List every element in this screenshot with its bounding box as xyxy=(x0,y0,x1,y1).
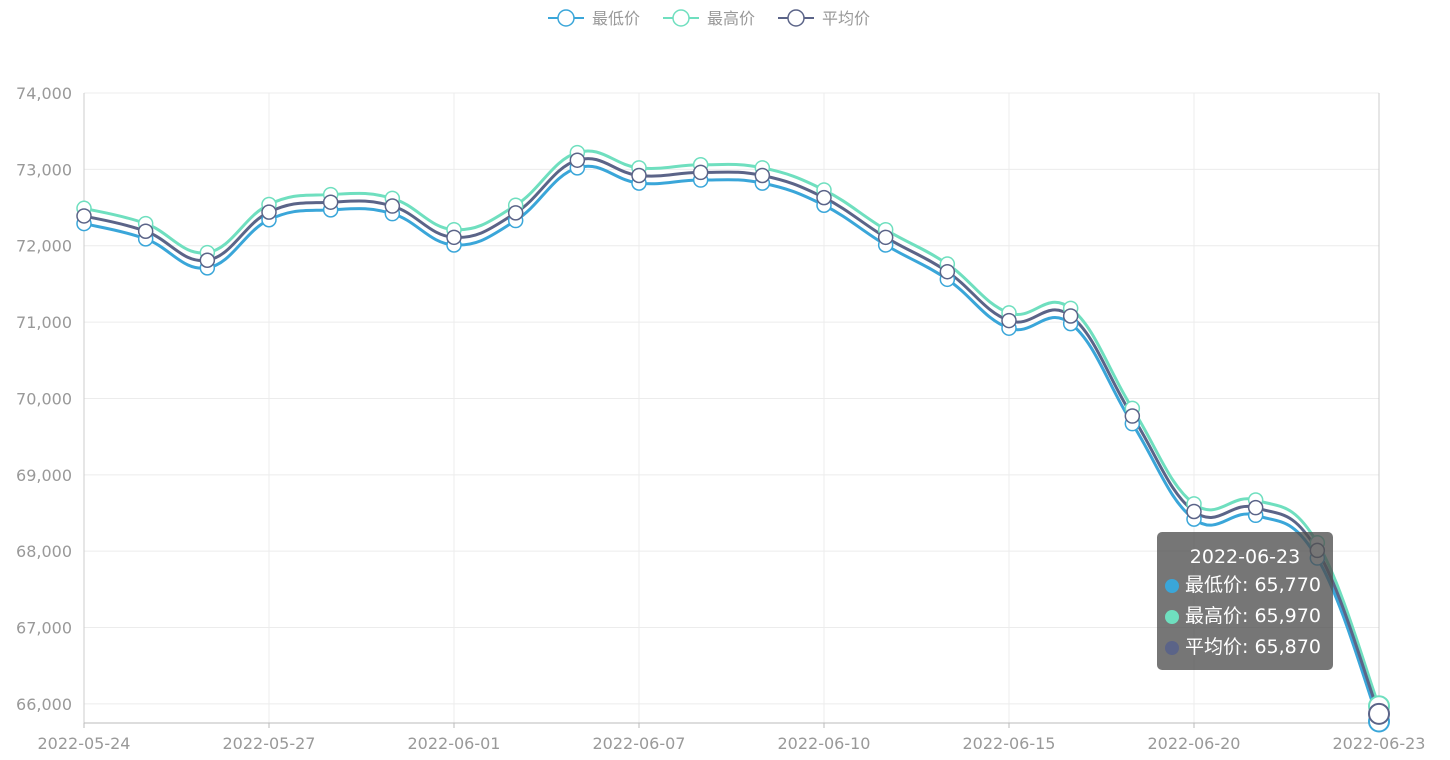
data-point xyxy=(1186,503,1202,520)
x-tick-label: 2022-06-15 xyxy=(963,734,1056,753)
y-tick-label: 71,000 xyxy=(16,313,72,332)
tooltip-dot-avg xyxy=(1165,640,1179,655)
data-point xyxy=(1062,308,1079,324)
tooltip-row-low: 最低价: 65,770 xyxy=(1157,570,1333,601)
x-tick-label: 2022-06-07 xyxy=(593,734,686,753)
x-tick-label: 2022-06-10 xyxy=(778,734,871,753)
x-tick-label: 2022-05-27 xyxy=(223,734,316,753)
y-tick-label: 70,000 xyxy=(16,389,72,408)
legend-marker-icon xyxy=(787,9,805,27)
data-point xyxy=(692,164,709,181)
tooltip-row-high: 最高价: 65,970 xyxy=(1157,601,1333,632)
data-point xyxy=(754,167,771,184)
data-point xyxy=(1368,702,1390,725)
legend-label: 平均价 xyxy=(822,9,870,28)
tooltip-label-low: 最低价: 65,770 xyxy=(1185,574,1321,596)
data-point xyxy=(631,167,647,184)
axes: 66,000 67,000 68,000 69,000 70,000 71,000 72,0… xyxy=(16,84,1425,753)
tooltip-dot-low xyxy=(1165,578,1179,593)
x-tick-label: 2022-06-01 xyxy=(408,734,501,753)
y-tick-label: 66,000 xyxy=(16,695,72,714)
y-tick-label: 67,000 xyxy=(16,619,72,638)
data-point xyxy=(1247,499,1264,516)
data-point xyxy=(569,152,586,168)
legend-item-avg[interactable]: 平均价 xyxy=(778,9,870,28)
x-tick-label: 2022-06-20 xyxy=(1148,734,1241,753)
data-point xyxy=(322,194,339,210)
data-point xyxy=(816,189,832,206)
tooltip-label-avg: 平均价: 65,870 xyxy=(1185,636,1321,658)
y-tick-label: 72,000 xyxy=(16,237,72,256)
y-tick-label: 73,000 xyxy=(16,160,72,179)
data-point xyxy=(446,229,462,246)
y-tick-label: 68,000 xyxy=(16,542,72,561)
tooltip-row-avg: 平均价: 65,870 xyxy=(1157,632,1333,663)
data-point xyxy=(137,223,154,239)
data-point xyxy=(877,229,894,246)
data-point xyxy=(261,204,277,220)
legend-marker-icon xyxy=(557,9,575,27)
tooltip-title: 2022-06-23 xyxy=(1189,546,1301,568)
data-point xyxy=(507,205,524,221)
tooltip-label-high: 最高价: 65,970 xyxy=(1185,605,1321,627)
tooltip-dot-high xyxy=(1165,609,1179,624)
data-point xyxy=(1124,408,1141,424)
tooltip: 2022-06-23 最低价: 65,770 最高价: 65,970 平均价: … xyxy=(1157,532,1333,670)
data-point xyxy=(384,198,401,214)
legend-label: 最高价 xyxy=(707,9,755,28)
legend-marker-icon xyxy=(672,9,690,27)
legend-item-high[interactable]: 最高价 xyxy=(663,9,755,28)
y-tick-label: 74,000 xyxy=(16,84,72,103)
data-point xyxy=(199,252,216,268)
data-point xyxy=(939,263,956,280)
legend-item-low[interactable]: 最低价 xyxy=(548,9,640,28)
data-point xyxy=(1001,312,1017,329)
data-point xyxy=(76,208,92,224)
y-tick-label: 69,000 xyxy=(16,466,72,485)
x-tick-label: 2022-06-23 xyxy=(1333,734,1426,753)
legend[interactable]: 最低价 最高价 平均价 xyxy=(548,9,870,28)
legend-label: 最低价 xyxy=(592,9,640,28)
x-tick-label: 2022-05-24 xyxy=(38,734,131,753)
